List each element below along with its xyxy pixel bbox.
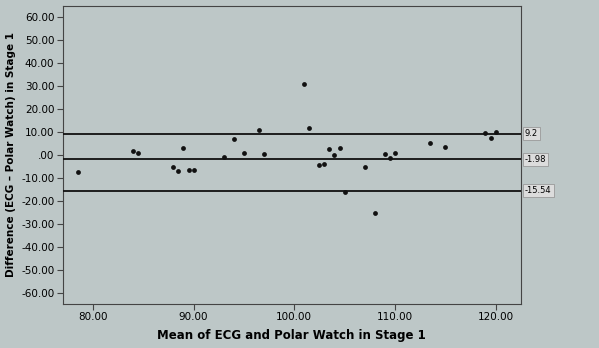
Point [134,150,143,155]
Point [169,165,179,170]
Text: -1.98: -1.98 [525,155,546,164]
Point [370,211,380,216]
Point [229,136,238,142]
Point [128,149,138,154]
Text: 9.2: 9.2 [525,129,538,138]
Point [174,168,183,174]
Point [254,127,264,132]
Point [325,147,334,152]
Point [486,135,495,140]
Y-axis label: Difference (ECG – Polar Watch) in Stage 1: Difference (ECG – Polar Watch) in Stage … [5,32,16,277]
Point [335,145,344,151]
Point [340,189,349,195]
Point [179,145,188,151]
Point [360,165,370,170]
Point [189,167,198,173]
Point [329,152,339,158]
Point [73,169,83,175]
Point [304,126,314,131]
Point [184,167,193,173]
Point [481,130,491,136]
Point [314,163,324,168]
Point [390,150,400,155]
Point [440,144,450,150]
Point [425,141,435,146]
Point [385,156,395,161]
X-axis label: Mean of ECG and Polar Watch in Stage 1: Mean of ECG and Polar Watch in Stage 1 [158,330,426,342]
Point [491,129,500,135]
Text: -15.54: -15.54 [525,186,552,195]
Point [300,81,309,86]
Point [219,155,229,160]
Point [259,151,269,157]
Point [239,150,249,155]
Point [320,161,329,167]
Point [380,151,389,157]
